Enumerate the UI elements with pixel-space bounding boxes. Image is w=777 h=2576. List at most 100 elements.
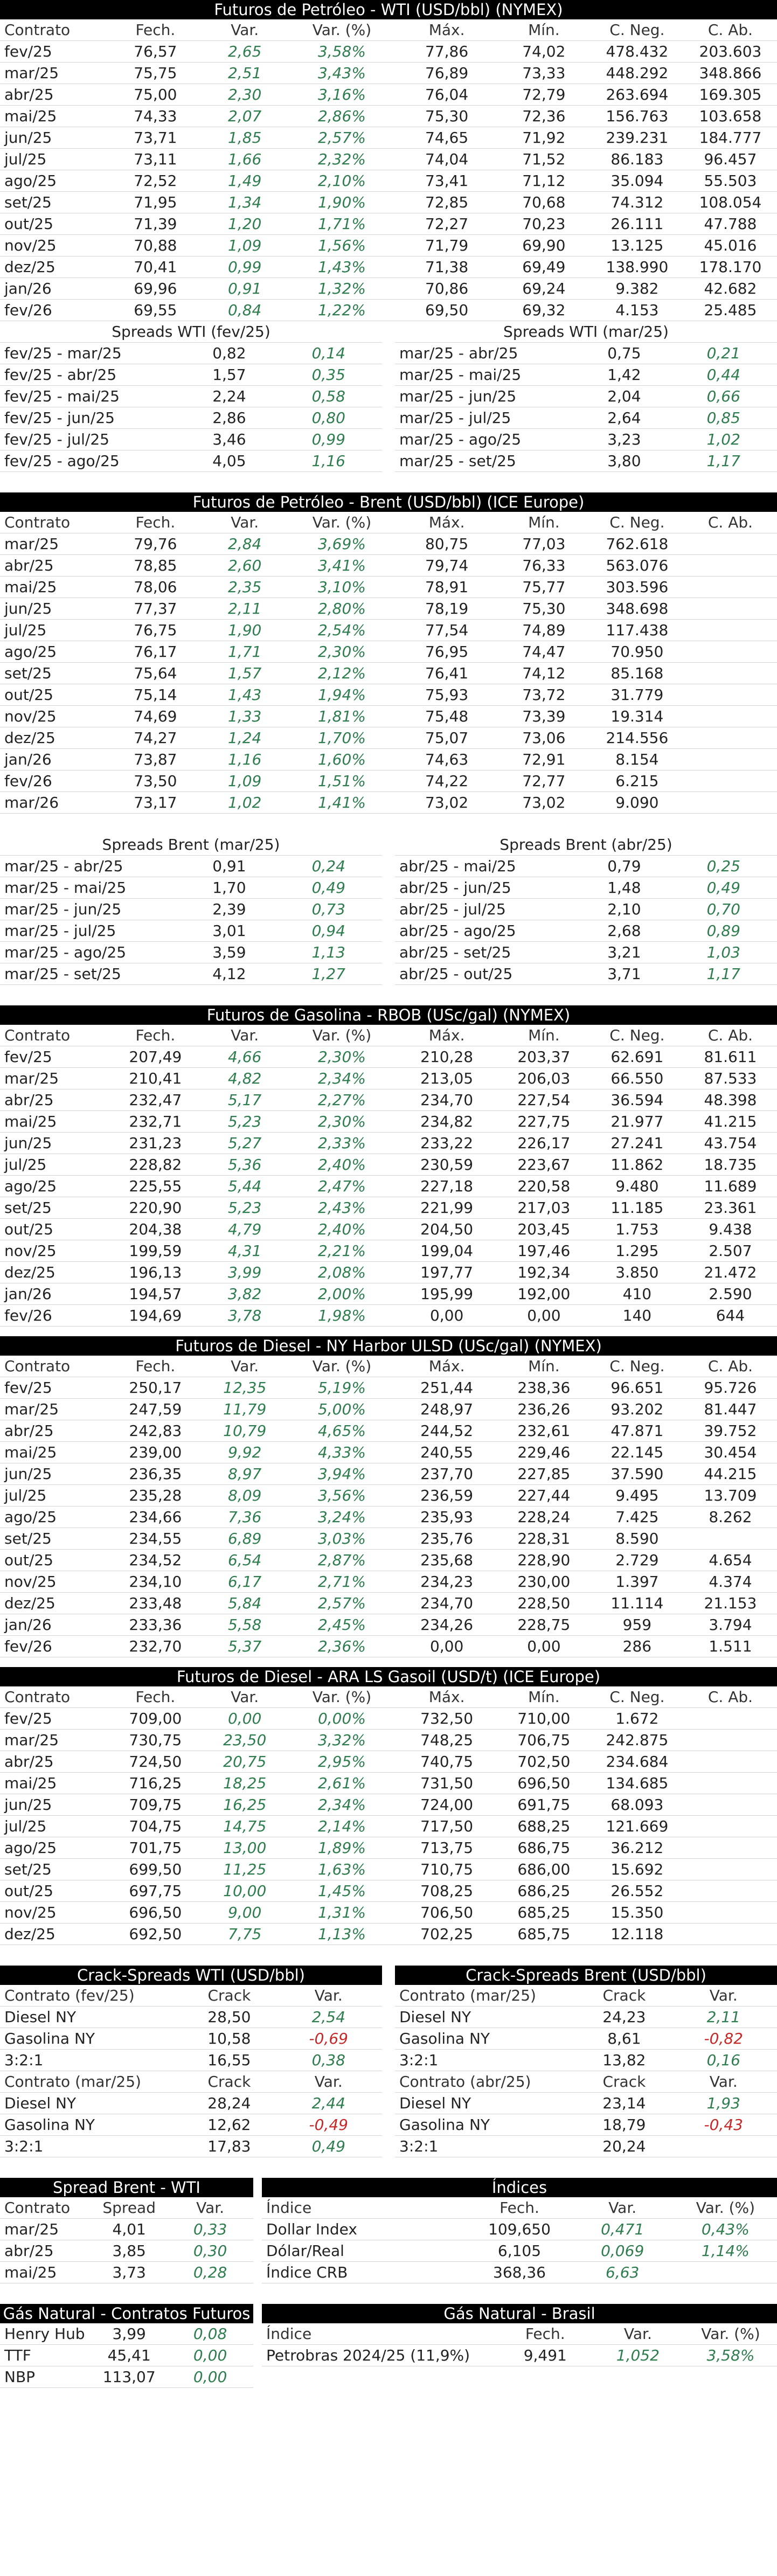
table-cell: 9.480 (590, 1175, 684, 1197)
table-cell: 4,31 (202, 1240, 288, 1262)
two-column-block: Crack-Spreads WTI (USD/bbl) Contrato (fev… (0, 1966, 777, 2157)
table-cell: 15.692 (590, 1858, 684, 1880)
table-cell: 1,09 (202, 234, 288, 256)
table-cell: 4,33% (287, 1441, 397, 1463)
table-cell: 2,32% (287, 148, 397, 170)
table-cell (683, 1815, 777, 1837)
table-row: 3:2:1 13,82 0,16 (395, 2049, 777, 2071)
table-cell: 686,75 (497, 1837, 591, 1859)
column-header: Máx. (396, 1025, 497, 1046)
table-cell: Dollar Index (262, 2218, 468, 2240)
table-cell: 71,92 (497, 127, 591, 149)
table-cell: 2,54 (275, 2006, 382, 2028)
table-cell: 713,75 (396, 1837, 497, 1859)
table-cell: 1,98% (287, 1304, 397, 1327)
column-header: Var. (202, 1686, 288, 1708)
section-spacer (0, 1945, 777, 1966)
table-cell: 685,25 (497, 1901, 591, 1924)
table-cell: 2,04 (578, 385, 670, 407)
table-row: fev/25 76,57 2,65 3,58% 77,86 74,02 478.432 203… (0, 40, 777, 63)
table-row: mar/25 - jun/25 2,39 0,73 (0, 898, 382, 920)
table-cell: 78,19 (396, 598, 497, 620)
table-row: out/25 697,75 10,00 1,45% 708,25 686,25 26.552 (0, 1880, 777, 1902)
table-cell: 2,14% (287, 1815, 397, 1837)
column-header: Mín. (497, 512, 591, 533)
right-column: Spreads Brent (abr/25) abr/25 - mai/25 0,7… (395, 834, 777, 985)
table-cell: 2,51 (202, 62, 288, 84)
table-row: Diesel NY 24,23 2,11 (395, 2006, 777, 2028)
brent-spreads-right-table: abr/25 - mai/25 0,79 0,25 abr/25 - jun/25 1,… (395, 856, 777, 985)
table-cell: 959 (590, 1614, 684, 1636)
column-header: Máx. (396, 1686, 497, 1708)
table-cell: 710,75 (396, 1858, 497, 1880)
table-cell (683, 1923, 777, 1945)
table-cell: 7,75 (202, 1923, 288, 1945)
table-cell: 76,95 (396, 641, 497, 663)
table-cell: 12,62 (183, 2114, 275, 2136)
table-cell: 47.788 (683, 213, 777, 235)
table-cell: 21.472 (683, 1261, 777, 1283)
table-cell: 235,68 (396, 1549, 497, 1571)
table-cell: 87.533 (683, 1067, 777, 1089)
table-cell: 73,87 (108, 748, 202, 770)
table-cell: 3,78 (202, 1304, 288, 1327)
table-cell: 5,23 (202, 1197, 288, 1219)
table-row: mai/25 74,33 2,07 2,86% 75,30 72,36 156.763 103… (0, 105, 777, 127)
table-cell: 20,75 (202, 1751, 288, 1773)
table-row: fev/26 194,69 3,78 1,98% 0,00 0,00 140 644 (0, 1304, 777, 1327)
table-cell: jul/25 (0, 1484, 109, 1506)
brent-spreads-left-table: mar/25 - abr/25 0,91 0,24 mar/25 - mai/25 1,… (0, 856, 382, 985)
table-cell: 77,37 (108, 598, 202, 620)
table-cell: 0,00 (396, 1304, 497, 1327)
table-cell: 348.866 (683, 62, 777, 84)
table-cell: 0,16 (670, 2049, 777, 2071)
table-cell: 71,39 (108, 213, 202, 235)
table-cell: 701,75 (108, 1837, 202, 1859)
table-cell: 3,85 (91, 2240, 168, 2262)
table-cell: 2,44 (275, 2092, 382, 2114)
table-cell (683, 727, 777, 749)
table-cell: mar/25 - set/25 (0, 963, 184, 985)
right-column: Spreads WTI (mar/25) mar/25 - abr/25 0,75 0… (395, 321, 777, 472)
table-row: fev/25 - ago/25 4,05 1,16 (0, 450, 382, 472)
column-header: C. Ab. (683, 1686, 777, 1708)
table-cell (674, 2261, 777, 2283)
table-cell: 5,44 (202, 1175, 288, 1197)
two-column-block: Gás Natural - Contratos Futuros Henry Hub… (0, 2304, 777, 2388)
column-header: Var. (%) (287, 1686, 397, 1708)
table-cell: 3,23 (578, 428, 670, 450)
table-cell: 3,16% (287, 84, 397, 106)
table-row: mar/25 - jun/25 2,04 0,66 (395, 385, 777, 407)
table-cell: 251,44 (396, 1377, 497, 1399)
table-cell: 24,23 (578, 2006, 670, 2028)
table-cell: 74.312 (590, 191, 684, 213)
table-cell: 236,59 (396, 1484, 497, 1506)
spread-subtitle: Spreads Brent (abr/25) (395, 834, 777, 856)
table-cell: -0,82 (670, 2028, 777, 2050)
table-cell: 1,90% (287, 191, 397, 213)
table-cell: nov/25 (0, 234, 109, 256)
spread-brent-wti-table: Contrato Spread Var. mar/25 4,01 0,33 abr/25 3,… (0, 2197, 253, 2283)
table-cell: 23.361 (683, 1197, 777, 1219)
table-cell: Gasolina NY (395, 2028, 579, 2050)
column-header: Var. (670, 1985, 777, 2006)
table-cell: 2,40% (287, 1218, 397, 1240)
table-cell: 11,79 (202, 1398, 288, 1420)
table-row: fev/25 - jul/25 3,46 0,99 (0, 428, 382, 450)
table-cell: 0,66 (670, 385, 777, 407)
table-cell: abr/25 (0, 1420, 109, 1442)
table-cell: 72,91 (497, 748, 591, 770)
table-row: ago/25 701,75 13,00 1,89% 713,75 686,75 36.212 (0, 1837, 777, 1859)
table-row: jan/26 69,96 0,91 1,32% 70,86 69,24 9.382 42.68… (0, 277, 777, 300)
column-header: Var. (202, 1356, 288, 1377)
column-header: C. Neg. (590, 1686, 684, 1708)
table-row: mar/25 730,75 23,50 3,32% 748,25 706,75 242.87… (0, 1729, 777, 1751)
table-cell: 686,25 (497, 1880, 591, 1902)
table-cell: 234,23 (396, 1571, 497, 1593)
table-cell: 706,75 (497, 1729, 591, 1751)
column-header: C. Neg. (590, 1356, 684, 1377)
section-title-gas-natural-futures: Gás Natural - Contratos Futuros (0, 2304, 253, 2323)
table-cell (683, 1772, 777, 1794)
table-cell: 2,61% (287, 1772, 397, 1794)
table-cell: 685,75 (497, 1923, 591, 1945)
